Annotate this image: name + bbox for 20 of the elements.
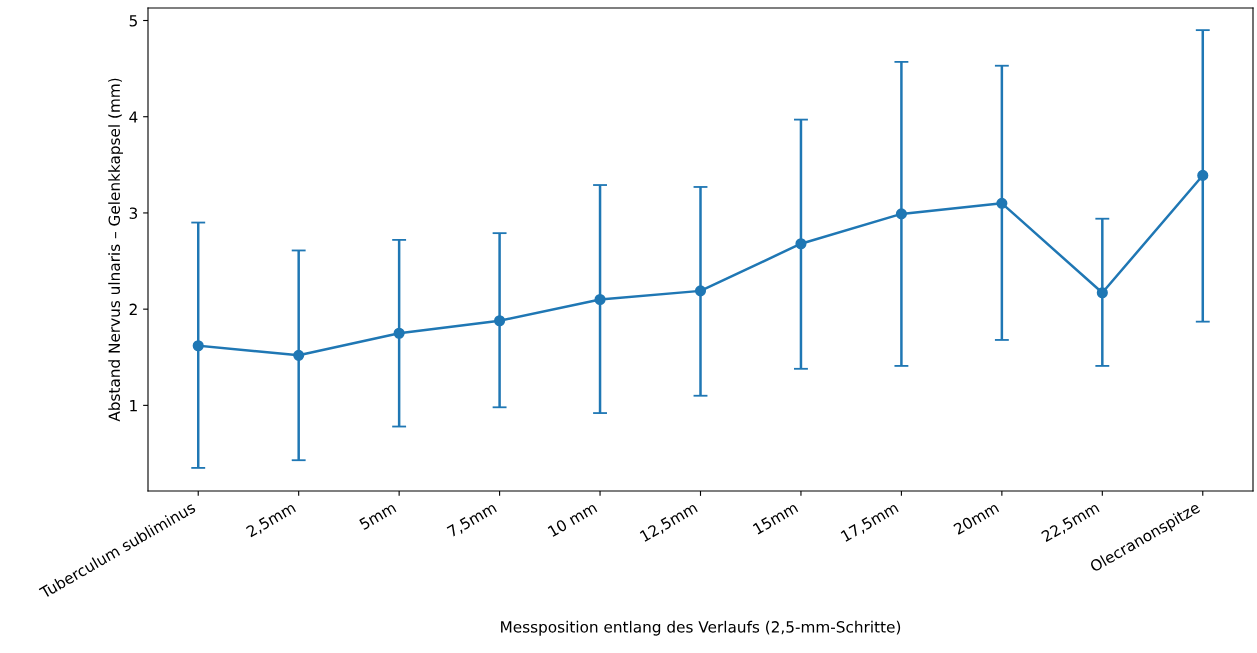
x-tick-label: 10 mm [547,501,598,538]
y-tick-label: 1 [130,400,137,412]
y-tick-label: 4 [129,111,138,123]
point [494,315,506,327]
x-tick-label: 5mm [358,501,397,531]
point [694,285,707,297]
y-tick-label: 2 [129,303,137,315]
point [192,340,204,352]
x-axis-title: Messposition entlang des Verlaufs (2,5-mm-Schritte) [501,620,901,636]
point [1197,169,1209,181]
point [795,238,807,250]
point [594,293,606,306]
point [293,349,305,361]
point [996,197,1008,209]
y-tick-label: 3 [129,207,138,219]
point [895,208,907,220]
y-axis-title: Abstand Nervus ulnaris – Gelenkkapsel (mm) [108,78,123,422]
y-tick-label: 5 [129,15,137,27]
point [393,327,405,339]
point [1096,287,1108,299]
